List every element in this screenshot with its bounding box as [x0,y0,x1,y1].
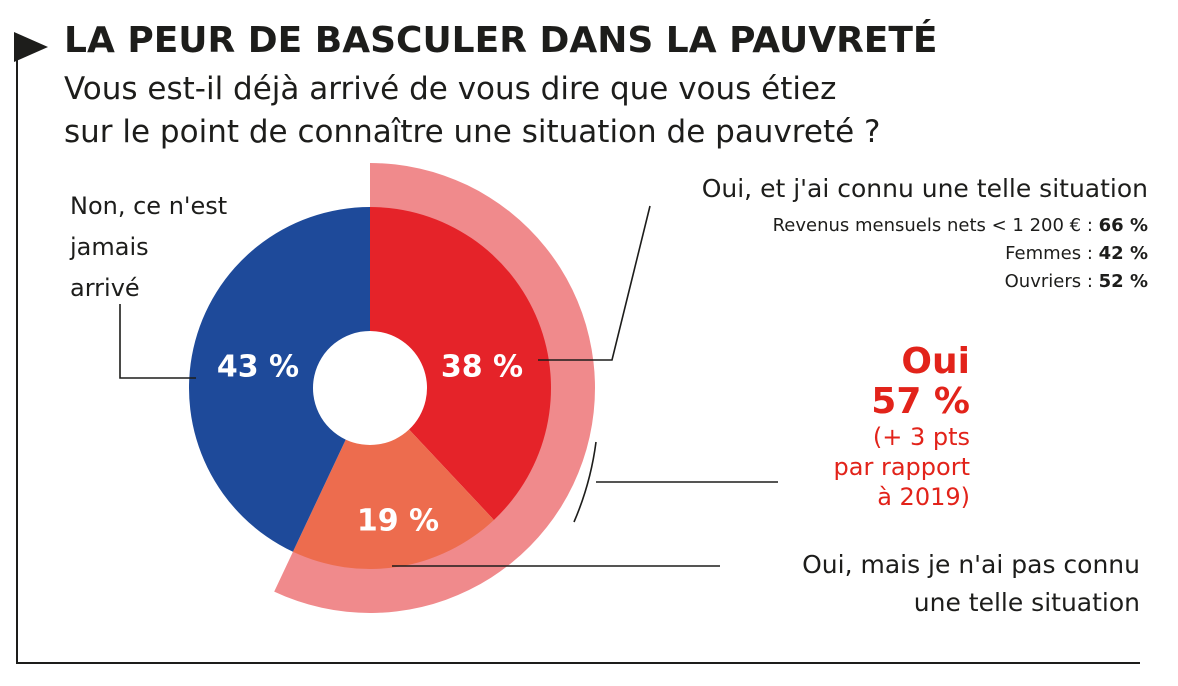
detail-value: 42 % [1098,243,1148,264]
donut-slice [370,207,551,520]
chart-title: LA PEUR DE BASCULER DANS LA PAUVRETÉ [64,20,938,61]
slice-value-label: 43 % [217,350,299,385]
detail-label: Revenus mensuels nets < 1 200 € : [772,215,1099,236]
chart-question: Vous est-il déjà arrivé de vous dire que… [64,68,1064,154]
total-oui: Oui 57 % (+ 3 pts par rapport à 2019) [834,342,970,512]
detail-value: 52 % [1098,271,1148,292]
detail-row: Revenus mensuels nets < 1 200 € : 66 % [773,212,1148,240]
total-label: Oui [901,341,970,382]
slice-value-label: 19 % [357,504,439,539]
detail-value: 66 % [1098,215,1148,236]
label-oui-connu: Oui, et j'ai connu une telle situation [701,174,1148,203]
label-oui-pas: Oui, mais je n'ai pas connu une telle si… [802,546,1140,622]
total-note-line-3: à 2019) [877,483,970,511]
donut-slice [189,207,370,552]
detail-label: Femmes : [1005,243,1099,264]
label-non-line-3: arrivé [70,274,140,302]
total-note-line-2: par rapport [833,453,970,481]
total-value: 57 % [871,381,970,422]
label-non-line-1: Non, ce n'est [70,192,228,220]
detail-label: Ouvriers : [1004,271,1099,292]
title-arrow-icon [14,32,48,62]
frame-left-rule [16,52,18,664]
label-non-line-2: jamais [70,233,149,261]
label-non: Non, ce n'est jamais arrivé [70,186,227,309]
detail-row: Femmes : 42 % [773,240,1148,268]
highlight-arc-oui [274,163,596,613]
question-line-1: Vous est-il déjà arrivé de vous dire que… [64,71,837,107]
frame-bottom-rule [16,662,1140,664]
leader-line-oui-connu [538,205,651,361]
label-oui-pas-line-1: Oui, mais je n'ai pas connu [802,550,1140,579]
bracket-oui [573,441,597,523]
detail-row: Ouvriers : 52 % [773,268,1148,296]
leader-line-non [119,304,196,379]
total-note-line-1: (+ 3 pts [872,423,970,451]
label-oui-pas-line-2: une telle situation [913,588,1140,617]
detail-list: Revenus mensuels nets < 1 200 € : 66 % F… [773,212,1148,296]
question-line-2: sur le point de connaître une situation … [64,114,881,150]
slice-value-label: 38 % [441,350,523,385]
donut-slice [292,429,494,569]
